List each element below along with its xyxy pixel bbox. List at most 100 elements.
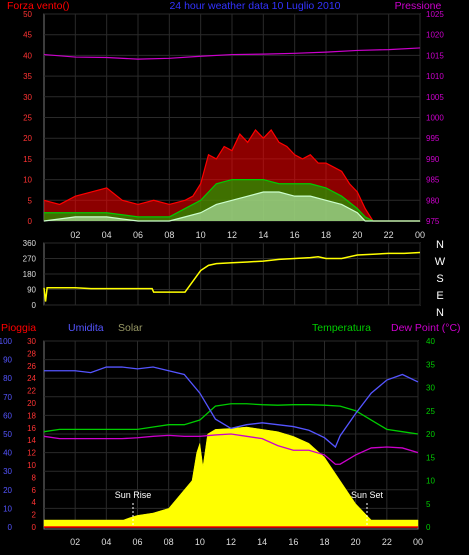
- humidity-tick-label: 0: [8, 523, 13, 532]
- rain-tick-label: 24: [27, 374, 36, 383]
- rain-tick-label: 30: [27, 337, 36, 346]
- temperature-axis-ticks: 0 5 10 15 20 25 30 35 40: [426, 337, 435, 532]
- x-tick-label: 14: [257, 537, 267, 547]
- x-tick-label: 04: [102, 230, 112, 240]
- temperature-tick-label: 5: [426, 500, 431, 509]
- compass-label: W: [435, 256, 446, 268]
- humidity-tick-label: 90: [3, 356, 12, 365]
- pressure-tick-label: 990: [426, 155, 440, 164]
- humidity-tick-label: 30: [3, 467, 12, 476]
- rain-tick-label: 26: [27, 362, 36, 371]
- panel-3-grid: [44, 340, 419, 528]
- panel-2-series: [43, 251, 421, 302]
- x-tick-label: 20: [351, 537, 361, 547]
- x-tick-label: 08: [164, 230, 174, 240]
- panel-1-series: [43, 47, 421, 222]
- rain-tick-label: 6: [32, 486, 37, 495]
- compass-label: N: [436, 307, 444, 319]
- humidity-tick-label: 100: [0, 337, 13, 346]
- wind-tick-label: 5: [28, 196, 33, 205]
- humidity-tick-label: 60: [3, 411, 12, 420]
- compass-label: S: [436, 273, 443, 285]
- x-tick-label: 22: [382, 537, 392, 547]
- dewpoint-line: [43, 433, 419, 465]
- sun-set-label: Sun Set: [351, 490, 384, 500]
- wind-series-1-line: [44, 179, 420, 222]
- x-tick-label: 18: [319, 537, 329, 547]
- rain-tick-label: 28: [27, 349, 36, 358]
- pressure-tick-label: 1020: [426, 31, 444, 40]
- dewpoint-axis-label: Dew Point (°C): [391, 322, 461, 334]
- x-tick-label: 14: [258, 230, 268, 240]
- solar-label: Solar: [118, 322, 143, 334]
- panel-3-x-ticks: 02 04 06 08 10 12 14 16 18 20 22 00: [70, 537, 423, 547]
- x-tick-label: 02: [70, 537, 80, 547]
- temperature-tick-label: 35: [426, 360, 435, 369]
- temperature-tick-label: 40: [426, 337, 435, 346]
- rain-tick-label: 18: [27, 411, 36, 420]
- pressure-tick-label: 1005: [426, 93, 444, 102]
- rain-axis-label: Pioggia: [1, 322, 36, 334]
- pressure-axis-label: Pressione: [395, 0, 442, 12]
- x-tick-label: 12: [227, 230, 237, 240]
- pressure-tick-label: 1000: [426, 114, 444, 123]
- humidity-tick-label: 10: [3, 504, 12, 513]
- x-tick-label: 08: [164, 537, 174, 547]
- rain-tick-label: 10: [27, 461, 36, 470]
- x-tick-label: 00: [413, 537, 423, 547]
- humidity-tick-label: 80: [3, 374, 12, 383]
- rain-tick-label: 4: [32, 498, 37, 507]
- pressure-tick-label: 1015: [426, 51, 444, 60]
- rain-tick-label: 2: [32, 511, 37, 520]
- sun-rise-label: Sun Rise: [115, 490, 152, 500]
- x-tick-label: 10: [196, 230, 206, 240]
- direction-tick-label: 0: [32, 301, 37, 310]
- wind-axis-label: Forza vento(): [7, 0, 69, 12]
- wind-series-2-line: [43, 191, 420, 222]
- wind-series-2-area: [44, 192, 420, 221]
- pressure-tick-label: 975: [426, 217, 440, 226]
- rain-tick-label: 12: [27, 449, 36, 458]
- humidity-tick-label: 20: [3, 486, 12, 495]
- pressure-axis-ticks: 975 980 985 990 995 1000 1005 1010 1015 1020 1025: [426, 10, 444, 226]
- x-tick-label: 12: [226, 537, 236, 547]
- humidity-tick-label: 70: [3, 393, 12, 402]
- x-tick-label: 00: [415, 230, 425, 240]
- rain-tick-label: 20: [27, 399, 36, 408]
- direction-tick-label: 270: [23, 255, 37, 264]
- temperature-tick-label: 0: [426, 523, 431, 532]
- compass-label: E: [436, 290, 443, 302]
- x-tick-label: 16: [288, 537, 298, 547]
- temperature-axis-label: Temperatura: [312, 322, 371, 334]
- rain-tick-label: 16: [27, 424, 36, 433]
- humidity-tick-label: 50: [3, 430, 12, 439]
- wind-tick-label: 45: [23, 31, 32, 40]
- panel-3-series: [43, 366, 419, 528]
- x-tick-label: 18: [321, 230, 331, 240]
- panel-wind-pressure: 24 hour weather data 10 Luglio 2010 Forz…: [7, 0, 444, 240]
- temperature-tick-label: 30: [426, 384, 435, 393]
- x-tick-label: 20: [352, 230, 362, 240]
- pressure-tick-label: 1025: [426, 10, 444, 19]
- temperature-line: [43, 403, 419, 435]
- panel-1-title: 24 hour weather data 10 Luglio 2010: [169, 0, 340, 12]
- humidity-line: [44, 366, 419, 449]
- direction-axis-ticks: 360 270 180 90 0: [23, 239, 37, 310]
- wind-tick-label: 15: [23, 155, 32, 164]
- rain-tick-label: 8: [32, 473, 37, 482]
- pressure-tick-label: 1010: [426, 72, 444, 81]
- wind-series-0-line: [43, 128, 420, 222]
- wind-tick-label: 10: [23, 176, 32, 185]
- x-tick-label: 02: [70, 230, 80, 240]
- humidity-axis-ticks: 0 10 20 30 40 50 60 70 80 90 100: [0, 337, 13, 532]
- temperature-tick-label: 10: [426, 477, 435, 486]
- x-tick-label: 22: [384, 230, 394, 240]
- direction-tick-label: 180: [23, 270, 37, 279]
- panel-humidity-temperature: Pioggia Umidita Solar Temperatura Dew Po…: [0, 322, 461, 547]
- rain-tick-label: 22: [27, 387, 36, 396]
- rain-tick-label: 14: [27, 436, 36, 445]
